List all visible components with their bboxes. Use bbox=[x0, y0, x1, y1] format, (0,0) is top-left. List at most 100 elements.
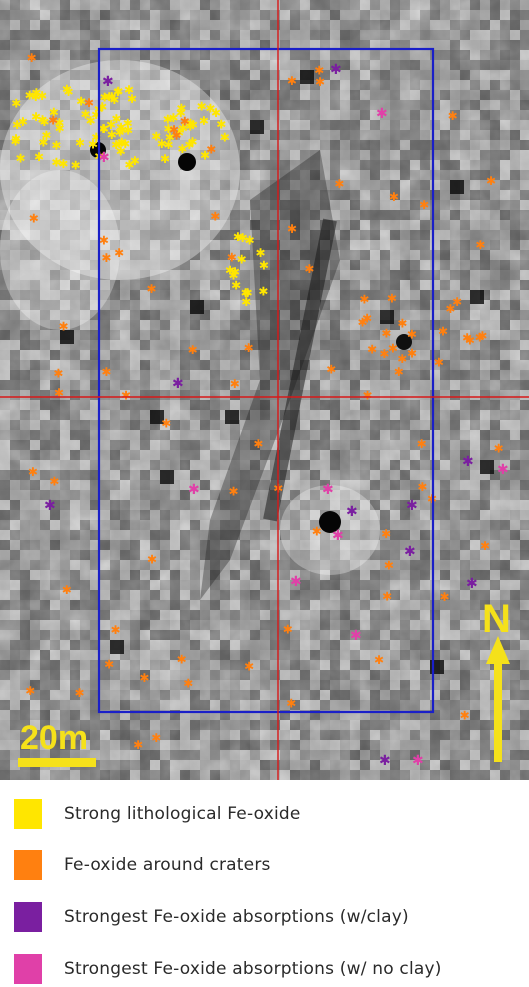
map-pixel bbox=[250, 370, 260, 380]
map-pixel bbox=[190, 80, 200, 90]
map-pixel bbox=[110, 210, 120, 220]
map-pixel bbox=[170, 700, 180, 710]
map-pixel bbox=[320, 170, 330, 180]
magenta-point: ✱ bbox=[290, 574, 302, 590]
map-pixel bbox=[40, 340, 50, 350]
map-pixel bbox=[510, 490, 520, 500]
map-pixel bbox=[510, 510, 520, 520]
map-pixel bbox=[410, 400, 420, 410]
map-pixel bbox=[350, 250, 360, 260]
map-pixel bbox=[10, 170, 20, 180]
dark-pixel bbox=[150, 410, 164, 424]
map-pixel bbox=[210, 160, 220, 170]
map-pixel bbox=[350, 380, 360, 390]
map-pixel bbox=[360, 510, 370, 520]
map-pixel bbox=[0, 720, 10, 730]
map-pixel bbox=[370, 720, 380, 730]
map-pixel bbox=[120, 470, 130, 480]
map-pixel bbox=[220, 400, 230, 410]
map-pixel bbox=[520, 400, 529, 410]
map-pixel bbox=[60, 140, 70, 150]
map-pixel bbox=[40, 730, 50, 740]
map-pixel bbox=[170, 300, 180, 310]
map-pixel bbox=[380, 590, 390, 600]
map-pixel bbox=[340, 400, 350, 410]
map-pixel bbox=[90, 120, 100, 130]
map-pixel bbox=[290, 730, 300, 740]
map-pixel bbox=[70, 170, 80, 180]
map-pixel bbox=[40, 210, 50, 220]
map-pixel bbox=[70, 460, 80, 470]
map-pixel bbox=[510, 410, 520, 420]
map-pixel bbox=[120, 270, 130, 280]
map-pixel bbox=[260, 540, 270, 550]
map-pixel bbox=[130, 380, 140, 390]
map-pixel bbox=[340, 150, 350, 160]
map-pixel bbox=[200, 370, 210, 380]
yellow-point: ✱ bbox=[51, 139, 61, 153]
map-pixel bbox=[220, 630, 230, 640]
map-pixel bbox=[0, 360, 10, 370]
map-pixel bbox=[30, 430, 40, 440]
map-pixel bbox=[470, 460, 480, 470]
map-pixel bbox=[440, 770, 450, 780]
map-pixel bbox=[20, 310, 30, 320]
map-pixel bbox=[30, 490, 40, 500]
map-pixel bbox=[170, 270, 180, 280]
map-pixel bbox=[460, 400, 470, 410]
map-pixel bbox=[360, 340, 370, 350]
map-pixel bbox=[230, 200, 240, 210]
map-pixel bbox=[400, 220, 410, 230]
map-pixel bbox=[220, 560, 230, 570]
map-pixel bbox=[270, 580, 280, 590]
map-pixel bbox=[120, 660, 130, 670]
map-pixel bbox=[0, 200, 10, 210]
map-pixel bbox=[370, 260, 380, 270]
map-pixel bbox=[230, 650, 240, 660]
map-pixel bbox=[460, 710, 470, 720]
map-pixel bbox=[380, 350, 390, 360]
map-pixel bbox=[140, 10, 150, 20]
map-pixel bbox=[20, 0, 30, 10]
map-pixel bbox=[50, 70, 60, 80]
map-pixel bbox=[160, 100, 170, 110]
map-pixel bbox=[20, 70, 30, 80]
map-pixel bbox=[520, 280, 529, 290]
map-pixel bbox=[50, 540, 60, 550]
map-pixel bbox=[170, 670, 180, 680]
map-pixel bbox=[210, 390, 220, 400]
map-pixel bbox=[500, 400, 510, 410]
map-pixel bbox=[340, 440, 350, 450]
map-pixel bbox=[250, 450, 260, 460]
map-pixel bbox=[260, 480, 270, 490]
map-pixel bbox=[500, 480, 510, 490]
map-pixel bbox=[30, 610, 40, 620]
map-pixel bbox=[450, 510, 460, 520]
map-pixel bbox=[220, 300, 230, 310]
map-pixel bbox=[80, 50, 90, 60]
map-pixel bbox=[100, 330, 110, 340]
map-pixel bbox=[200, 40, 210, 50]
map-pixel bbox=[170, 340, 180, 350]
map-pixel bbox=[140, 540, 150, 550]
map-pixel bbox=[180, 720, 190, 730]
map-pixel bbox=[430, 690, 440, 700]
map-pixel bbox=[390, 50, 400, 60]
map-pixel bbox=[320, 500, 330, 510]
map-pixel bbox=[130, 730, 140, 740]
map-pixel bbox=[230, 450, 240, 460]
map-pixel bbox=[360, 680, 370, 690]
map-pixel bbox=[340, 350, 350, 360]
map-pixel bbox=[500, 150, 510, 160]
map-pixel bbox=[240, 420, 250, 430]
map-pixel bbox=[150, 690, 160, 700]
map-pixel bbox=[400, 560, 410, 570]
map-pixel bbox=[30, 560, 40, 570]
map-pixel bbox=[360, 40, 370, 50]
map-pixel bbox=[440, 460, 450, 470]
map-pixel bbox=[290, 600, 300, 610]
map-pixel bbox=[150, 630, 160, 640]
map-pixel bbox=[50, 680, 60, 690]
map-pixel bbox=[180, 620, 190, 630]
map-pixel bbox=[390, 660, 400, 670]
